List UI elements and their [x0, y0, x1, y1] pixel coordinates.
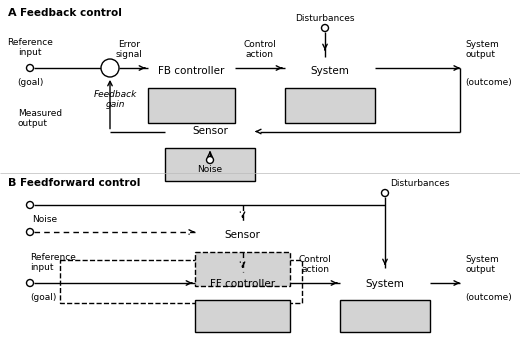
Bar — [285, 88, 375, 123]
Text: System
output: System output — [465, 39, 499, 59]
Text: Feedback
gain: Feedback gain — [93, 90, 137, 109]
Bar — [148, 88, 235, 123]
Text: B: B — [8, 178, 16, 188]
Text: System: System — [310, 66, 349, 75]
Text: (outcome): (outcome) — [465, 293, 512, 302]
Text: Feedforward control: Feedforward control — [20, 178, 140, 188]
Text: Reference
input: Reference input — [30, 253, 76, 272]
Text: FB controller: FB controller — [158, 66, 225, 75]
Circle shape — [382, 189, 388, 197]
Text: Measured
output: Measured output — [18, 109, 62, 129]
Text: Noise: Noise — [198, 165, 223, 174]
Text: (goal): (goal) — [30, 293, 56, 302]
Text: FF controller: FF controller — [210, 279, 275, 289]
Circle shape — [101, 59, 119, 77]
Text: Error
signal: Error signal — [115, 39, 142, 59]
Bar — [340, 300, 430, 332]
Text: Disturbances: Disturbances — [390, 179, 449, 188]
Text: Control
action: Control action — [244, 39, 276, 59]
Text: System: System — [366, 279, 405, 289]
Text: (goal): (goal) — [17, 78, 43, 87]
Circle shape — [206, 156, 214, 164]
Text: Disturbances: Disturbances — [295, 14, 355, 23]
Bar — [195, 300, 290, 332]
Text: A: A — [8, 8, 17, 18]
Circle shape — [27, 279, 33, 287]
Text: System
output: System output — [465, 255, 499, 274]
Circle shape — [321, 24, 329, 32]
Text: (outcome): (outcome) — [465, 78, 512, 87]
Text: Sensor: Sensor — [225, 230, 261, 240]
Circle shape — [27, 228, 33, 236]
Text: Feedback control: Feedback control — [20, 8, 122, 18]
Bar — [195, 252, 290, 286]
Text: Control
action: Control action — [298, 255, 331, 274]
Text: Reference
input: Reference input — [7, 38, 53, 57]
Text: Sensor: Sensor — [192, 126, 228, 136]
Bar — [60, 260, 302, 303]
Circle shape — [27, 65, 33, 71]
Bar — [165, 148, 255, 181]
Circle shape — [27, 202, 33, 208]
Text: Noise: Noise — [32, 215, 57, 224]
